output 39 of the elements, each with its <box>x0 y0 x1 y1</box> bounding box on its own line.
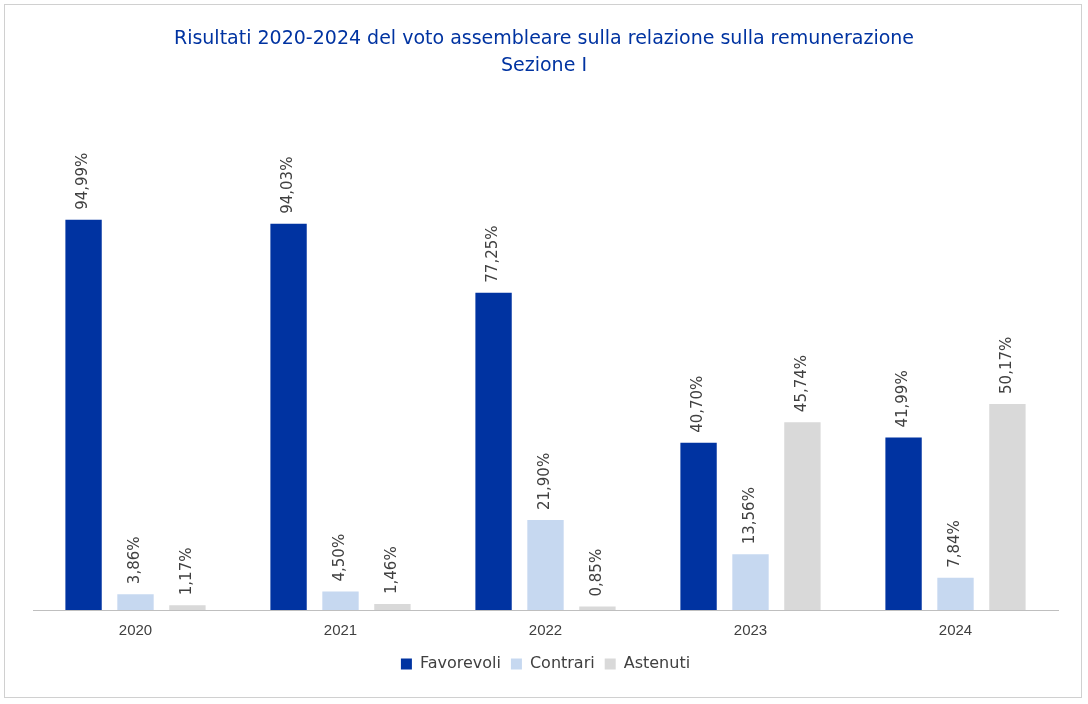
bar <box>527 520 564 610</box>
data-label: 50,17% <box>997 336 1016 394</box>
data-label: 1,17% <box>177 547 196 596</box>
data-label: 40,70% <box>688 375 707 433</box>
data-label: 4,50% <box>330 533 349 582</box>
data-label: 77,25% <box>483 225 502 283</box>
x-tick-label: 2020 <box>118 621 153 639</box>
legend-label: Favorevoli <box>419 653 501 673</box>
bar <box>270 223 307 610</box>
x-tick-label: 2023 <box>733 621 768 639</box>
legend-label: Astenuti <box>623 653 691 673</box>
x-tick-label: 2022 <box>528 621 563 639</box>
legend-label: Contrari <box>529 653 595 673</box>
bar <box>475 292 512 610</box>
chart-title: Risultati 2020-2024 del voto assembleare sulla relazione sulla remunerazione <box>172 25 916 50</box>
bar <box>117 594 154 610</box>
bar <box>937 577 974 610</box>
bar <box>784 422 821 610</box>
bar <box>885 437 922 610</box>
data-label: 94,99% <box>73 152 92 210</box>
chart-subtitle: Sezione I <box>500 52 588 77</box>
data-label: 45,74% <box>792 354 811 413</box>
bar <box>169 605 206 610</box>
x-tick-label: 2024 <box>938 621 973 639</box>
data-label: 1,46% <box>382 546 401 594</box>
x-tick-label: 2021 <box>323 621 358 639</box>
data-label: 3,86% <box>125 536 144 585</box>
data-label: 0,85% <box>587 548 606 597</box>
bar <box>322 591 359 610</box>
bar <box>374 604 411 610</box>
data-label: 13,56% <box>740 487 759 545</box>
data-label: 21,90% <box>535 452 554 511</box>
data-label: 94,03% <box>278 156 297 214</box>
bar <box>65 219 102 610</box>
bar <box>680 442 717 610</box>
data-label: 41,99% <box>893 370 912 428</box>
bar <box>732 554 769 610</box>
bar <box>989 403 1026 610</box>
data-label: 7,84% <box>945 520 964 568</box>
